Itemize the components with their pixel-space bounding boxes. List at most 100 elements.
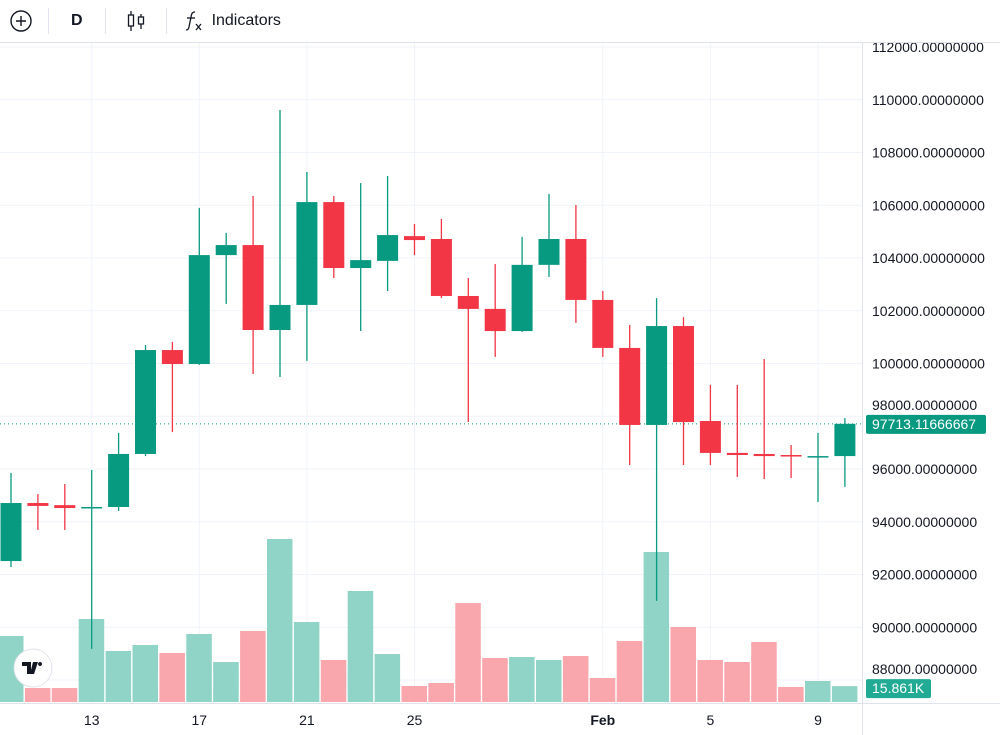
- candle-body: [807, 456, 829, 458]
- candle-body: [565, 239, 587, 300]
- candle-body: [511, 264, 533, 332]
- time-tick-label: 21: [299, 712, 315, 728]
- candle-body: [404, 236, 425, 241]
- plus-circle-icon: [10, 10, 32, 32]
- candle-body: [592, 299, 614, 348]
- candle-body: [538, 239, 560, 265]
- volume-bar: [482, 658, 508, 702]
- volume-bar: [562, 656, 589, 702]
- volume-bar: [697, 660, 723, 702]
- volume-bar: [293, 622, 320, 702]
- candle-body: [834, 423, 856, 457]
- candle: [807, 432, 829, 502]
- volume-bar: [159, 653, 185, 702]
- volume-bar: [401, 686, 427, 702]
- candle: [404, 223, 425, 256]
- price-tick-label: 96000.00000000: [872, 461, 977, 477]
- candle-body: [0, 503, 22, 562]
- top-toolbar: D Indicators: [0, 0, 1000, 43]
- volume-bar: [778, 687, 804, 702]
- divider: [165, 8, 167, 34]
- candle-body: [135, 350, 156, 454]
- indicators-button[interactable]: Indicators: [173, 0, 291, 42]
- volume-bar: [240, 631, 266, 702]
- candle: [565, 204, 587, 323]
- price-tick-label: 88000.00000000: [872, 661, 977, 677]
- candle-body: [108, 453, 130, 507]
- candle: [619, 324, 641, 466]
- candle: [135, 345, 156, 457]
- time-tick-label: 17: [192, 712, 208, 728]
- divider: [104, 8, 106, 34]
- candle-body: [673, 326, 694, 423]
- volume-bar: [51, 688, 78, 702]
- tradingview-logo: [13, 648, 53, 688]
- add-symbol-button[interactable]: [0, 0, 42, 42]
- fx-icon: [185, 11, 202, 31]
- candle-body: [242, 245, 264, 331]
- candle: [726, 384, 748, 477]
- candle: [215, 232, 237, 304]
- candle-body: [484, 308, 506, 332]
- candle-body: [161, 350, 183, 365]
- candle-body: [753, 453, 775, 457]
- candle: [350, 183, 372, 332]
- volume-bar: [509, 657, 535, 702]
- time-tick-label: Feb: [590, 712, 615, 728]
- candle-body: [54, 505, 76, 509]
- candle: [753, 359, 775, 480]
- volume-bar: [213, 662, 239, 702]
- price-tick-label: 100000.00000000: [872, 356, 985, 372]
- volume-bar: [24, 688, 51, 702]
- candle: [161, 341, 183, 433]
- candle: [54, 484, 76, 530]
- candle: [377, 175, 399, 291]
- candle-body: [323, 202, 345, 269]
- candle: [699, 384, 721, 466]
- chart-type-button[interactable]: [112, 0, 160, 42]
- last-volume-tag: [866, 679, 931, 699]
- candle: [834, 418, 856, 487]
- last-volume-label: 15.861K: [872, 680, 925, 696]
- volume-bar: [320, 660, 347, 702]
- candle: [484, 264, 506, 357]
- volume-bar: [536, 660, 562, 702]
- candle-body: [188, 255, 210, 365]
- price-tick-label: 112000.00000000: [872, 39, 984, 55]
- volume-bar: [186, 634, 212, 702]
- candle: [108, 432, 130, 511]
- interval-button[interactable]: D: [55, 0, 99, 42]
- candle: [296, 172, 318, 361]
- candle-body: [215, 245, 237, 256]
- tradingview-logo-icon: [22, 662, 43, 674]
- candle: [323, 196, 345, 279]
- volume-bar: [428, 683, 454, 702]
- divider: [48, 8, 49, 34]
- candle: [592, 290, 614, 357]
- price-tick-label: 98000.00000000: [872, 397, 977, 413]
- candle-body: [430, 239, 452, 296]
- candle: [673, 317, 694, 466]
- candle: [269, 110, 291, 377]
- candle: [511, 236, 533, 332]
- price-tick-label: 90000.00000000: [872, 619, 977, 635]
- price-tick-label: 110000.00000000: [872, 92, 984, 108]
- candle-body: [457, 295, 479, 309]
- interval-label: D: [71, 12, 83, 29]
- volume-bar: [805, 681, 831, 702]
- volume-bar: [616, 641, 643, 702]
- price-tick-label: 102000.00000000: [872, 303, 985, 319]
- volume-bar: [132, 645, 158, 702]
- candle-body: [646, 326, 668, 425]
- candle: [780, 444, 802, 478]
- candle: [242, 196, 264, 375]
- candle-body: [780, 455, 802, 457]
- volume-bar: [0, 636, 24, 702]
- candles-icon: [127, 11, 144, 31]
- volume-bar: [751, 642, 777, 702]
- candle: [457, 278, 479, 423]
- volume-bar: [105, 651, 132, 702]
- time-tick-label: 25: [407, 712, 423, 728]
- volume-bar: [724, 662, 750, 702]
